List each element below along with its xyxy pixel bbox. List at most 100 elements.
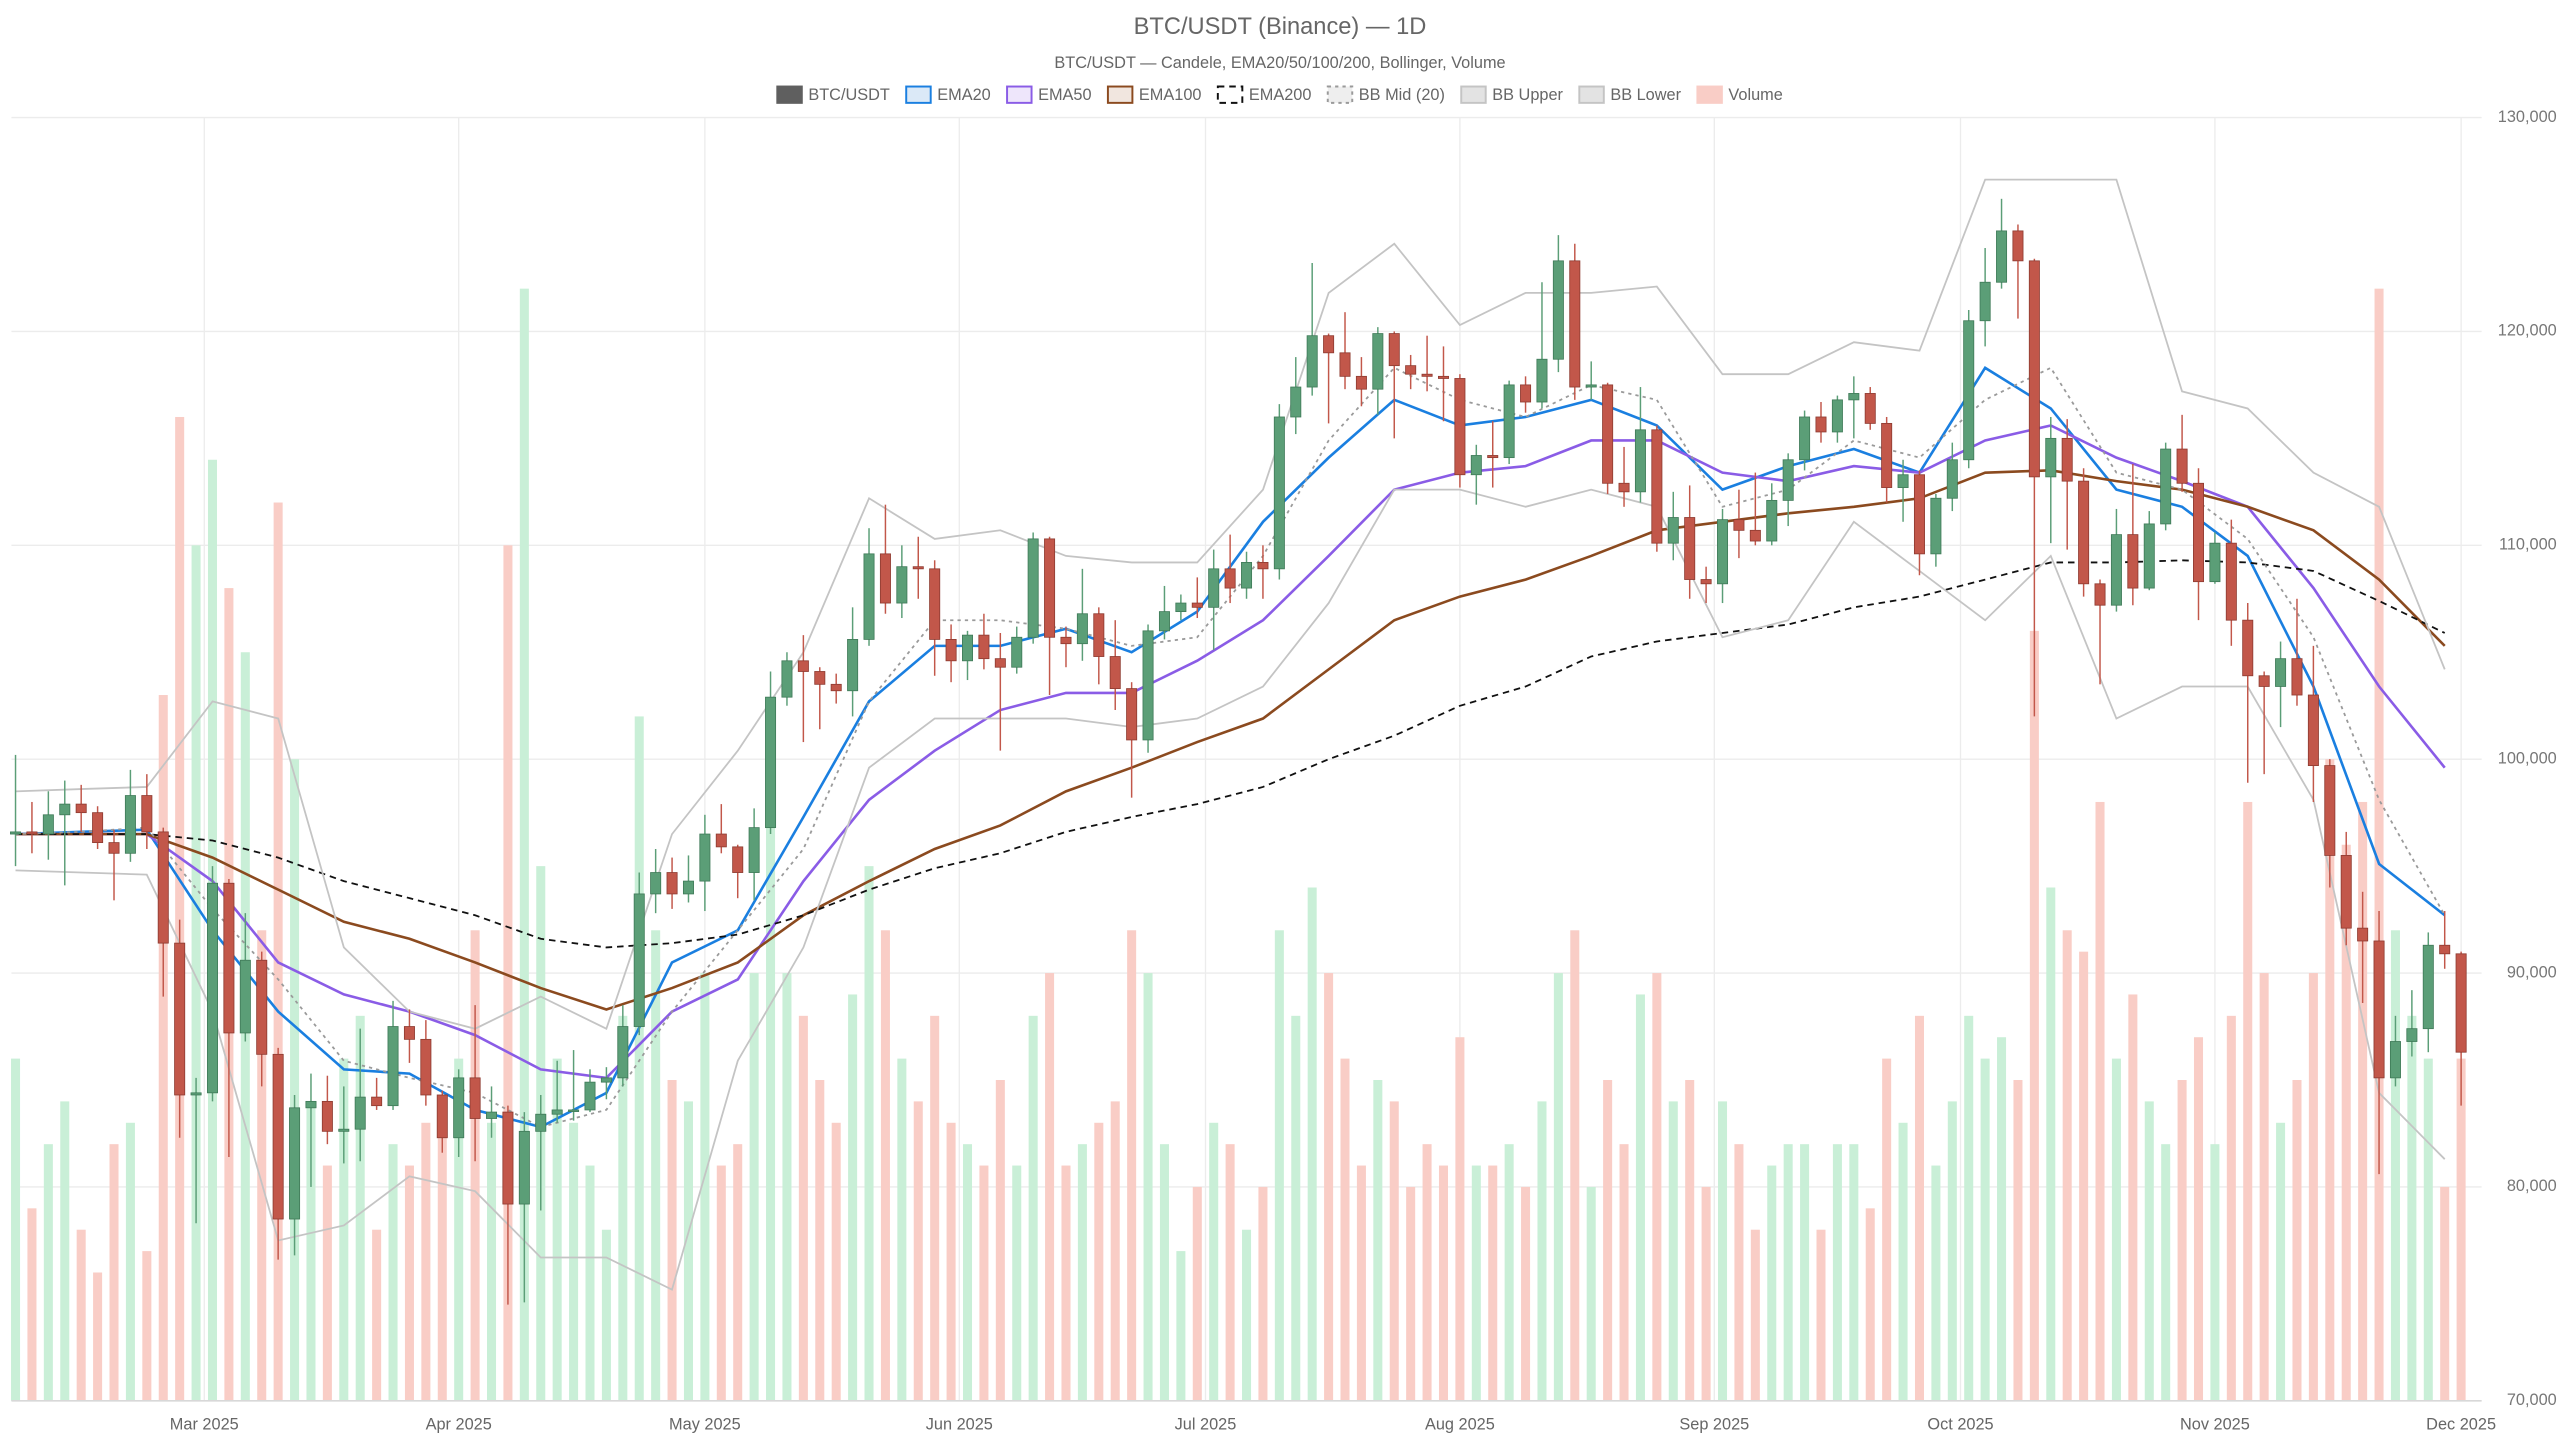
- candle-body: [206, 882, 218, 1094]
- volume-bar: [1455, 1037, 1465, 1401]
- volume-bar: [1849, 1144, 1859, 1401]
- volume-bar: [2161, 1144, 2171, 1401]
- candle-body: [1093, 613, 1105, 657]
- volume-bar: [716, 1165, 726, 1401]
- candle-body: [338, 1128, 350, 1132]
- candle-body: [403, 1026, 415, 1040]
- volume-bar: [2292, 1080, 2302, 1401]
- volume-bar: [1668, 1101, 1678, 1401]
- candle-body: [2110, 534, 2122, 606]
- volume-bar: [2029, 630, 2039, 1401]
- candle-body: [978, 634, 990, 660]
- volume-bar: [1685, 1080, 1695, 1401]
- candle-body: [830, 683, 842, 692]
- legend-item[interactable]: EMA100: [1106, 85, 1202, 104]
- candle-body: [387, 1026, 399, 1107]
- volume-bar: [437, 1101, 447, 1401]
- candle-body: [1733, 519, 1745, 531]
- volume-bar: [2358, 801, 2368, 1401]
- volume-bar: [2013, 1080, 2023, 1401]
- legend-item[interactable]: BB Mid (20): [1326, 85, 1445, 104]
- volume-bar: [1750, 1229, 1760, 1401]
- volume-bar: [421, 1122, 431, 1401]
- candle-body: [2275, 658, 2287, 687]
- candle-body: [1799, 416, 1811, 461]
- volume-bar: [1209, 1122, 1219, 1401]
- candle-body: [765, 696, 777, 829]
- candle-body: [1372, 333, 1384, 390]
- legend-item[interactable]: BB Upper: [1460, 85, 1564, 104]
- legend-item[interactable]: EMA20: [905, 85, 991, 104]
- candle-body: [2242, 619, 2254, 677]
- volume-bar: [1373, 1080, 1383, 1401]
- legend-label: EMA200: [1249, 86, 1312, 104]
- candle-body: [1913, 474, 1925, 555]
- y-tick-label: 100,000: [2498, 749, 2557, 767]
- legend-item[interactable]: EMA50: [1006, 85, 1092, 104]
- legend-item[interactable]: BTC/USDT: [776, 85, 890, 104]
- volume-bar: [43, 1144, 53, 1401]
- volume-bar: [372, 1229, 382, 1401]
- volume-bar: [569, 1122, 579, 1401]
- legend-item[interactable]: Volume: [1696, 85, 1783, 104]
- volume-bar: [618, 1015, 628, 1401]
- volume-bar: [1914, 1015, 1924, 1401]
- candle-body: [1749, 529, 1761, 542]
- legend-label: BB Lower: [1610, 86, 1681, 104]
- legend-label: EMA20: [937, 86, 991, 104]
- candle-body: [2061, 437, 2073, 482]
- candle-body: [2389, 1041, 2401, 1079]
- legend-swatch: [1006, 85, 1033, 104]
- candle-body: [1996, 230, 2008, 283]
- candle-body: [1126, 688, 1138, 741]
- legend-label: EMA50: [1038, 86, 1091, 104]
- candle-body: [1503, 384, 1515, 459]
- candle-body: [1963, 320, 1975, 461]
- candle-body: [2439, 944, 2451, 955]
- volume-bar: [2456, 1058, 2466, 1401]
- candle-body: [2143, 523, 2155, 589]
- chart-title: BTC/USDT (Binance) — 1D: [1134, 14, 1427, 40]
- volume-bar: [1127, 930, 1137, 1401]
- candle-body: [715, 833, 727, 848]
- volume-bar: [2210, 1144, 2220, 1401]
- legend-swatch: [776, 85, 803, 104]
- volume-bar: [962, 1144, 973, 1401]
- volume-bar: [290, 759, 300, 1401]
- volume-bar: [1242, 1229, 1252, 1401]
- volume-bar: [766, 759, 776, 1401]
- volume-bar: [1635, 994, 1645, 1401]
- candle-body: [1831, 399, 1843, 433]
- candle-body: [2012, 230, 2024, 262]
- candle-body: [2127, 534, 2139, 589]
- candle-body: [305, 1100, 317, 1109]
- legend-item[interactable]: BB Lower: [1578, 85, 1682, 104]
- y-tick-label: 90,000: [2507, 963, 2557, 981]
- candle-body: [1323, 335, 1335, 354]
- candle-body: [1618, 482, 1630, 493]
- candle-body: [1405, 365, 1417, 375]
- volume-bar: [2111, 1058, 2121, 1401]
- candle-body: [42, 814, 54, 835]
- candle-body: [1191, 602, 1203, 608]
- candle-body: [1651, 429, 1663, 544]
- candle-body: [2455, 953, 2467, 1053]
- legend-item[interactable]: EMA200: [1216, 85, 1312, 104]
- candle-body: [1864, 393, 1876, 424]
- volume-bar: [1947, 1101, 1957, 1401]
- volume-bar: [1192, 1186, 1202, 1401]
- volume-bar: [601, 1229, 611, 1401]
- volume-bar: [1307, 887, 1317, 1401]
- volume-bar: [1012, 1165, 1022, 1401]
- legend-label: EMA100: [1139, 86, 1202, 104]
- volume-bar: [2226, 1015, 2236, 1401]
- candle-body: [2357, 927, 2369, 942]
- grid: [11, 116, 2482, 1402]
- candle-body: [732, 846, 744, 873]
- volume-bar: [355, 1015, 365, 1401]
- volume-bar: [1619, 1144, 1629, 1401]
- volume-bar: [1291, 1015, 1301, 1401]
- volume-bar: [1504, 1144, 1514, 1401]
